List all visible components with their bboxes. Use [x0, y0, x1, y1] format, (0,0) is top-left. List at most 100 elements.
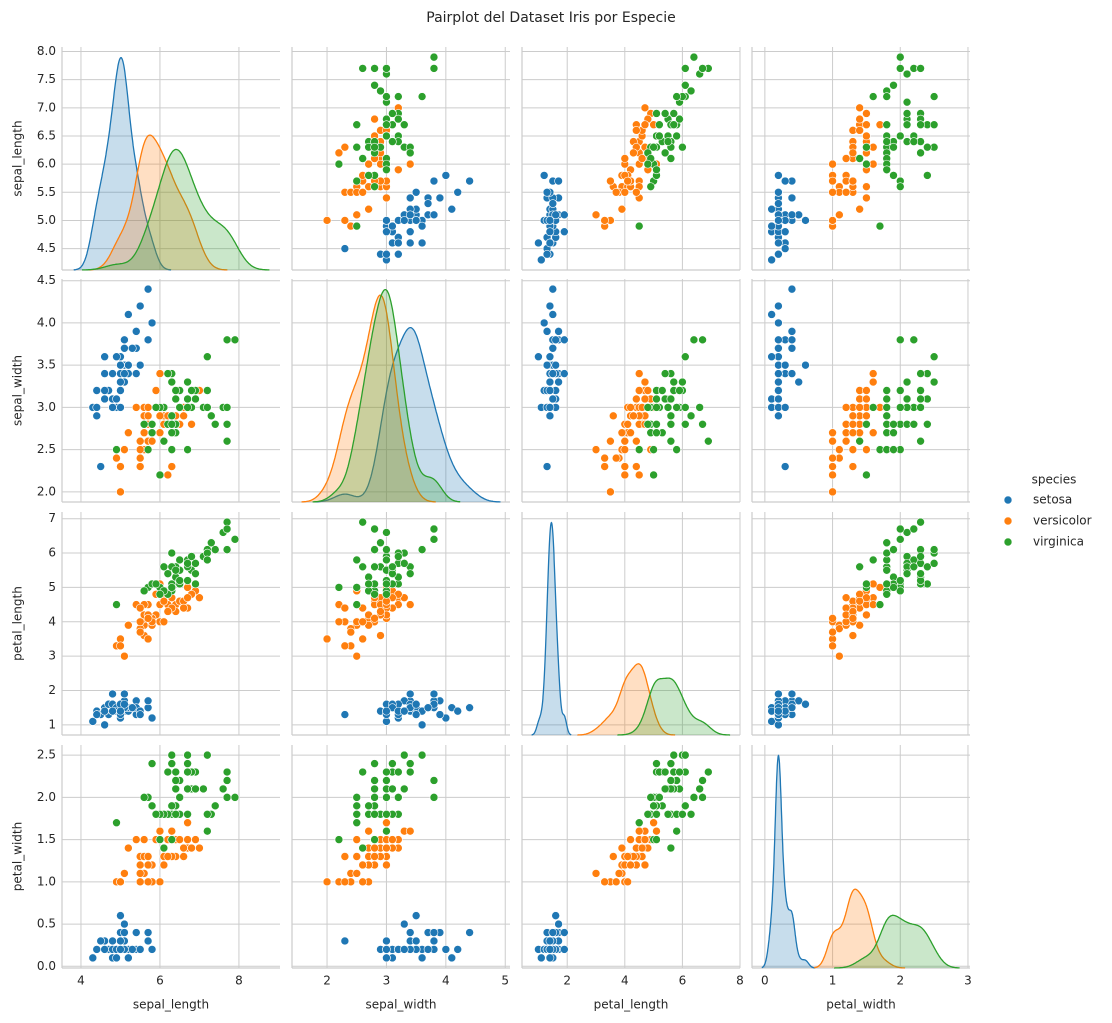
scatter-point	[828, 462, 837, 471]
scatter-point	[660, 369, 670, 378]
chart-title: Pairplot del Dataset Iris por Especie	[426, 10, 675, 26]
scatter-point	[862, 445, 871, 454]
x-axis-label: petal_width	[826, 998, 895, 1012]
scatter-point	[100, 945, 109, 954]
scatter-point	[536, 953, 546, 963]
scatter-point	[435, 710, 445, 719]
scatter-point	[663, 809, 673, 819]
scatter-point	[370, 843, 379, 853]
scatter-point	[167, 826, 177, 836]
scatter-point	[672, 403, 681, 412]
scatter-point	[364, 801, 373, 811]
scatter-point	[828, 159, 837, 169]
scatter-point	[902, 97, 912, 107]
scatter-point	[560, 369, 569, 378]
scatter-point	[163, 369, 173, 378]
scatter-point	[652, 165, 661, 175]
scatter-point	[175, 835, 184, 844]
panel	[61, 279, 280, 503]
scatter-point	[151, 386, 161, 395]
scatter-point	[678, 809, 687, 819]
scatter-point	[841, 154, 851, 163]
scatter-point	[352, 210, 362, 220]
scatter-point	[560, 945, 569, 954]
scatter-point	[655, 120, 664, 130]
scatter-point	[542, 462, 552, 471]
scatter-point	[116, 911, 125, 920]
scatter-point	[167, 583, 177, 592]
scatter-point	[652, 394, 661, 404]
scatter-point	[787, 193, 797, 203]
scatter-point	[774, 369, 783, 378]
kde-area	[761, 755, 816, 968]
scatter-point	[554, 919, 563, 929]
scatter-point	[135, 617, 145, 627]
scatter-point	[352, 793, 362, 802]
scatter-point	[640, 860, 650, 870]
scatter-point	[222, 335, 232, 345]
scatter-point	[139, 428, 149, 438]
scatter-point	[660, 148, 670, 158]
y-tick-label: 2	[48, 683, 56, 697]
scatter-point	[606, 436, 615, 446]
scatter-point	[358, 617, 367, 627]
scatter-point	[882, 538, 892, 548]
scatter-point	[916, 64, 925, 73]
scatter-point	[704, 767, 713, 777]
scatter-point	[159, 436, 169, 446]
scatter-point	[862, 579, 871, 589]
scatter-point	[358, 860, 367, 870]
scatter-point	[774, 301, 783, 311]
scatter-point	[405, 689, 415, 699]
scatter-point	[643, 403, 653, 412]
scatter-point	[551, 335, 560, 345]
scatter-point	[429, 689, 439, 699]
scatter-point	[626, 860, 635, 870]
scatter-point	[774, 318, 783, 328]
y-axis-label: sepal_width	[11, 355, 25, 426]
scatter-point	[828, 428, 837, 438]
y-tick-label: 6.0	[37, 157, 56, 171]
y-tick-label: 3	[48, 649, 56, 663]
scatter-point	[663, 137, 673, 146]
scatter-point	[429, 524, 439, 534]
scatter-point	[780, 227, 790, 237]
scatter-point	[159, 860, 169, 870]
scatter-point	[131, 835, 141, 844]
scatter-point	[623, 419, 632, 429]
scatter-point	[848, 631, 858, 640]
y-tick-label: 1.0	[37, 874, 56, 888]
scatter-point	[411, 216, 421, 225]
scatter-point	[370, 809, 379, 819]
scatter-point	[382, 945, 391, 954]
scatter-point	[155, 369, 165, 378]
scatter-point	[112, 453, 121, 463]
scatter-point	[632, 436, 641, 446]
scatter-point	[352, 809, 362, 819]
scatter-point	[376, 86, 385, 96]
scatter-point	[629, 411, 638, 421]
scatter-point	[675, 767, 684, 777]
scatter-point	[135, 462, 145, 471]
scatter-point	[143, 445, 153, 454]
scatter-point	[669, 750, 679, 760]
scatter-point	[841, 403, 851, 412]
scatter-point	[591, 210, 601, 220]
kde-area	[834, 915, 960, 968]
scatter-point	[848, 462, 858, 471]
scatter-point	[382, 843, 391, 853]
scatter-point	[131, 327, 141, 336]
scatter-point	[680, 64, 690, 73]
scatter-point	[394, 249, 403, 259]
scatter-point	[203, 555, 212, 565]
scatter-point	[649, 801, 658, 811]
scatter-point	[116, 403, 125, 412]
scatter-point	[787, 327, 797, 336]
scatter-point	[640, 394, 650, 404]
scatter-point	[411, 699, 421, 709]
scatter-point	[358, 562, 367, 572]
scatter-point	[686, 809, 696, 819]
panel	[521, 745, 741, 969]
scatter-point	[358, 187, 367, 197]
scatter-point	[429, 936, 439, 946]
